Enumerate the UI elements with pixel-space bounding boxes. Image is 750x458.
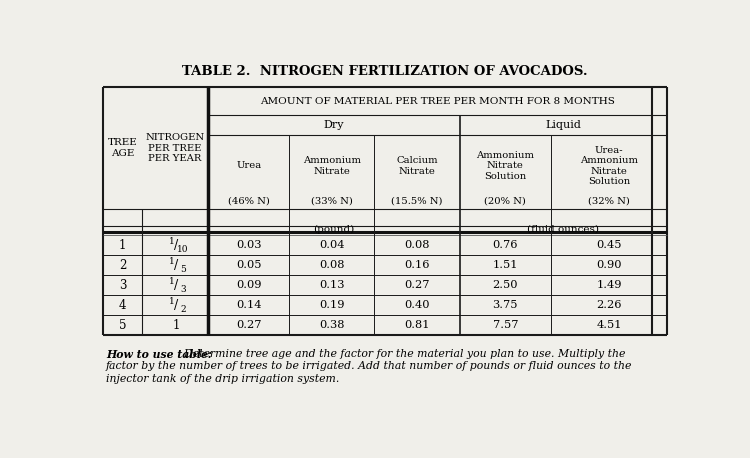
Text: Calcium
Nitrate: Calcium Nitrate (396, 156, 438, 175)
Text: 0.09: 0.09 (236, 280, 262, 290)
Text: TREE
AGE: TREE AGE (107, 138, 137, 158)
Text: 0.16: 0.16 (404, 260, 430, 270)
Text: Determine tree age and the factor for the material you plan to use. Multiply the: Determine tree age and the factor for th… (178, 349, 626, 359)
Text: (33% N): (33% N) (310, 197, 352, 206)
Text: (20% N): (20% N) (484, 197, 526, 206)
Text: 0.19: 0.19 (319, 300, 344, 310)
Text: /: / (174, 278, 178, 292)
Text: 1.49: 1.49 (596, 280, 622, 290)
Text: 0.08: 0.08 (319, 260, 344, 270)
Text: (15.5% N): (15.5% N) (392, 197, 442, 206)
Text: 0.90: 0.90 (596, 260, 622, 270)
Text: 0.40: 0.40 (404, 300, 430, 310)
Text: 4: 4 (118, 299, 126, 312)
Text: 0.76: 0.76 (493, 240, 518, 250)
Text: 0.13: 0.13 (319, 280, 344, 290)
Text: 7.57: 7.57 (493, 320, 518, 330)
Text: NITROGEN
PER TREE
PER YEAR: NITROGEN PER TREE PER YEAR (146, 133, 205, 163)
Text: Ammonium
Nitrate
Solution: Ammonium Nitrate Solution (476, 151, 534, 181)
Text: 1.51: 1.51 (493, 260, 518, 270)
Text: 1: 1 (173, 319, 180, 332)
Text: 1: 1 (170, 277, 175, 286)
Text: 0.38: 0.38 (319, 320, 344, 330)
Text: Urea-
Ammonium
Nitrate
Solution: Urea- Ammonium Nitrate Solution (580, 146, 638, 186)
Text: 3: 3 (180, 284, 186, 294)
Text: 2: 2 (118, 259, 126, 272)
Text: Ammonium
Nitrate: Ammonium Nitrate (303, 156, 361, 175)
Text: 0.03: 0.03 (236, 240, 262, 250)
Text: 0.05: 0.05 (236, 260, 262, 270)
Text: 2.50: 2.50 (493, 280, 518, 290)
Text: Urea: Urea (236, 161, 261, 170)
Text: 1: 1 (170, 297, 175, 306)
Text: 5: 5 (180, 265, 186, 273)
Text: 1: 1 (118, 239, 126, 251)
Text: /: / (174, 259, 178, 272)
Text: 0.04: 0.04 (319, 240, 344, 250)
Text: 1: 1 (170, 237, 175, 246)
Text: 0.27: 0.27 (404, 280, 430, 290)
Text: 4.51: 4.51 (596, 320, 622, 330)
Text: 5: 5 (118, 319, 126, 332)
Text: 2.26: 2.26 (596, 300, 622, 310)
Text: (fluid ounces): (fluid ounces) (527, 224, 599, 234)
Text: 0.27: 0.27 (236, 320, 262, 330)
Text: 0.81: 0.81 (404, 320, 430, 330)
Text: factor by the number of trees to be irrigated. Add that number of pounds or flui: factor by the number of trees to be irri… (106, 361, 632, 371)
Text: 10: 10 (177, 245, 189, 253)
Text: /: / (174, 299, 178, 312)
Text: (32% N): (32% N) (588, 197, 630, 206)
Text: 1: 1 (170, 257, 175, 266)
Text: /: / (174, 239, 178, 251)
Text: 2: 2 (180, 305, 186, 314)
Text: (pound): (pound) (314, 224, 355, 234)
Text: injector tank of the drip irrigation system.: injector tank of the drip irrigation sys… (106, 374, 340, 384)
Text: How to use table:: How to use table: (106, 349, 212, 360)
Text: 3: 3 (118, 278, 126, 292)
Text: Dry: Dry (324, 120, 344, 130)
Text: 3.75: 3.75 (493, 300, 518, 310)
Text: AMOUNT OF MATERIAL PER TREE PER MONTH FOR 8 MONTHS: AMOUNT OF MATERIAL PER TREE PER MONTH FO… (260, 97, 615, 106)
Text: 0.08: 0.08 (404, 240, 430, 250)
Text: 0.14: 0.14 (236, 300, 262, 310)
Text: Liquid: Liquid (545, 120, 581, 130)
Text: TABLE 2.  NITROGEN FERTILIZATION OF AVOCADOS.: TABLE 2. NITROGEN FERTILIZATION OF AVOCA… (182, 65, 588, 78)
Text: 0.45: 0.45 (596, 240, 622, 250)
Text: (46% N): (46% N) (228, 197, 270, 206)
